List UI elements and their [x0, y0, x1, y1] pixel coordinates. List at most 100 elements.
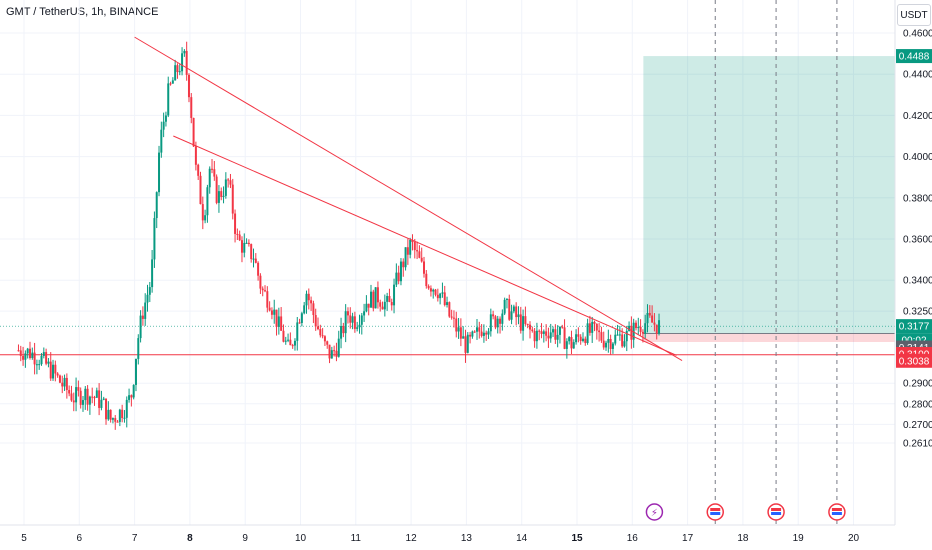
candle-body [344, 311, 347, 334]
candle-body [363, 311, 366, 316]
candle-body [425, 273, 428, 287]
price-tick-label: 0.2800 [903, 399, 932, 410]
price-label-box [896, 319, 932, 334]
candle-body [185, 50, 188, 75]
candle-body [505, 298, 508, 300]
candle-body [602, 340, 605, 348]
candle-body [266, 291, 269, 308]
candle-body [397, 272, 400, 282]
candle-body [538, 330, 541, 332]
candle-body [321, 335, 324, 337]
candle-body [335, 350, 338, 357]
candle-body [257, 262, 260, 276]
candle-body [58, 375, 61, 383]
candle-body [427, 286, 430, 289]
candle-body [625, 330, 628, 342]
candle-body [61, 382, 64, 387]
candle-body [206, 187, 209, 216]
candle-body [420, 257, 423, 262]
candle-body [333, 350, 336, 352]
time-tick-label: 10 [295, 533, 307, 544]
candle-body [416, 250, 419, 252]
candle-body [176, 65, 179, 73]
candle-body [464, 336, 467, 353]
trendlines[interactable] [134, 36, 683, 361]
candle-body [639, 326, 642, 332]
horizontal-lines[interactable] [0, 325, 895, 356]
candle-body [402, 261, 405, 268]
candle-body [42, 352, 45, 356]
candle-body [413, 242, 416, 251]
candle-body [508, 298, 511, 320]
time-tick-label: 17 [682, 533, 694, 544]
candle-body [187, 74, 190, 98]
candle-body [436, 294, 439, 299]
candle-body [492, 314, 495, 317]
candle-body [510, 311, 513, 320]
candle-body [547, 335, 550, 339]
candle-body [390, 302, 393, 306]
candle-body [220, 191, 223, 197]
time-tick-label: 8 [187, 533, 193, 544]
price-tick-label: 0.4400 [903, 70, 932, 81]
candle-body [26, 348, 29, 354]
candle-body [618, 334, 621, 336]
candle-body [351, 316, 354, 323]
candle-body [153, 218, 156, 260]
candle-body [164, 115, 167, 122]
candle-body [45, 352, 48, 364]
time-tick-label: 9 [242, 533, 248, 544]
candle-body [49, 361, 52, 379]
flag-stripe [831, 512, 842, 515]
candle-body [132, 384, 135, 398]
candle-body [393, 284, 396, 306]
candle-body [381, 306, 384, 310]
candle-body [446, 302, 449, 305]
candle-body [630, 325, 633, 340]
candle-body [406, 247, 409, 255]
time-tick-label: 19 [793, 533, 805, 544]
candle-body [337, 338, 340, 357]
candle-body [144, 302, 147, 319]
candle-body [128, 395, 131, 400]
price-tick-label: 0.4600 [903, 29, 932, 40]
candle-body [19, 350, 22, 356]
candle-body [607, 338, 610, 343]
candle-body [238, 234, 241, 241]
time-axis[interactable]: 5 6 7 8 9 10 11 12 13 14 15 16 17 18 19 20 [0, 524, 895, 544]
candle-body [432, 289, 435, 292]
candle-body [84, 388, 87, 401]
event-markers[interactable]: ⚡ [645, 0, 846, 525]
price-tick-label: 0.2700 [903, 420, 932, 431]
price-axis[interactable]: 0.4600 0.4400 0.4200 0.4000 0.3800 0.3600 0.34… [894, 0, 932, 525]
candle-body [494, 316, 497, 328]
long-position-tool[interactable] [643, 56, 895, 342]
candle-body [588, 323, 591, 333]
candle-body [482, 332, 485, 336]
candle-body [533, 331, 536, 342]
candle-body [252, 258, 255, 260]
time-tick-label: 15 [571, 533, 583, 544]
time-tick-label: 12 [406, 533, 418, 544]
candle-body [565, 341, 568, 349]
candle-body [312, 303, 315, 316]
currency-selector[interactable]: USDT [897, 4, 931, 26]
candle-body [270, 310, 273, 315]
trendline [134, 36, 683, 361]
candle-body [194, 146, 197, 165]
candle-body [637, 326, 640, 329]
candle-body [572, 342, 575, 349]
price-tick-label: 0.2900 [903, 379, 932, 390]
candle-body [123, 417, 126, 419]
candle-body [40, 355, 43, 365]
candle-body [217, 191, 220, 203]
candle-body [376, 287, 379, 303]
time-tick-label: 6 [77, 533, 83, 544]
candle-body [598, 330, 601, 333]
candle-body [79, 390, 82, 405]
candle-body [77, 387, 80, 391]
candle-body [503, 299, 506, 314]
candle-body [204, 215, 207, 221]
candle-body [475, 327, 478, 332]
